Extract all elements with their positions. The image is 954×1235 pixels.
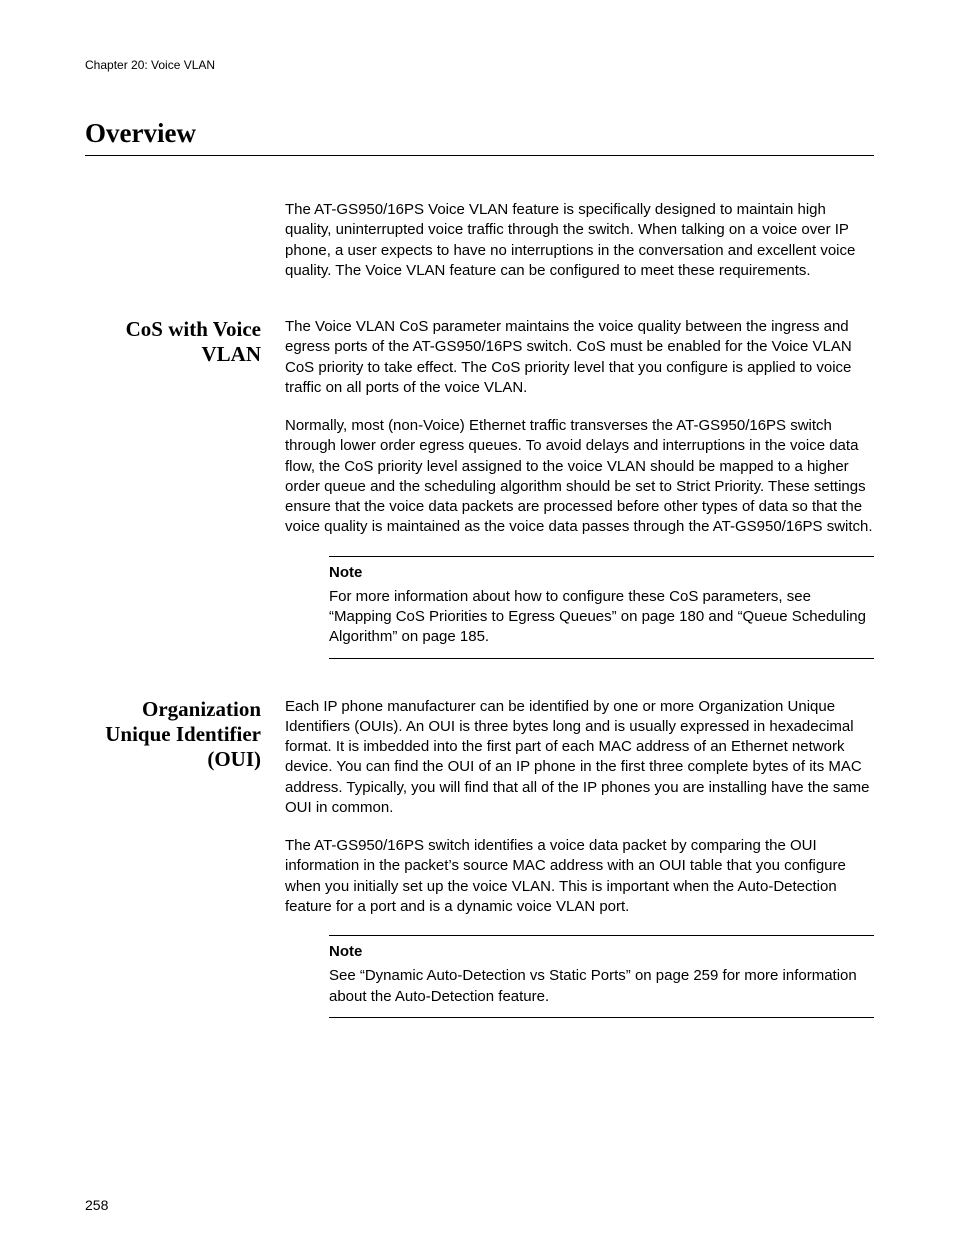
note-text: For more information about how to config… [329, 587, 874, 648]
side-heading-empty [85, 200, 285, 299]
section-oui: Organization Unique Identifier (OUI) Eac… [85, 697, 874, 1038]
page-number: 258 [85, 1197, 108, 1213]
side-heading-oui: Organization Unique Identifier (OUI) [85, 697, 285, 1038]
page-title: Overview [85, 118, 874, 156]
note-label: Note [329, 942, 874, 962]
section-cos-body: The Voice VLAN CoS parameter maintains t… [285, 317, 874, 679]
cos-para2: Normally, most (non-Voice) Ethernet traf… [285, 416, 874, 538]
document-page: Chapter 20: Voice VLAN Overview The AT-G… [0, 0, 954, 1235]
intro-body: The AT-GS950/16PS Voice VLAN feature is … [285, 200, 874, 299]
note-label: Note [329, 563, 874, 583]
oui-para1: Each IP phone manufacturer can be identi… [285, 697, 874, 819]
intro-row: The AT-GS950/16PS Voice VLAN feature is … [85, 200, 874, 299]
note-text: See “Dynamic Auto-Detection vs Static Po… [329, 966, 874, 1007]
oui-para2: The AT-GS950/16PS switch identifies a vo… [285, 836, 874, 917]
note-block-oui: Note See “Dynamic Auto-Detection vs Stat… [329, 935, 874, 1018]
section-cos: CoS with Voice VLAN The Voice VLAN CoS p… [85, 317, 874, 679]
chapter-header: Chapter 20: Voice VLAN [85, 58, 874, 72]
side-heading-cos: CoS with Voice VLAN [85, 317, 285, 679]
intro-paragraph: The AT-GS950/16PS Voice VLAN feature is … [285, 200, 874, 281]
cos-para1: The Voice VLAN CoS parameter maintains t… [285, 317, 874, 398]
section-oui-body: Each IP phone manufacturer can be identi… [285, 697, 874, 1038]
note-block-cos: Note For more information about how to c… [329, 556, 874, 659]
